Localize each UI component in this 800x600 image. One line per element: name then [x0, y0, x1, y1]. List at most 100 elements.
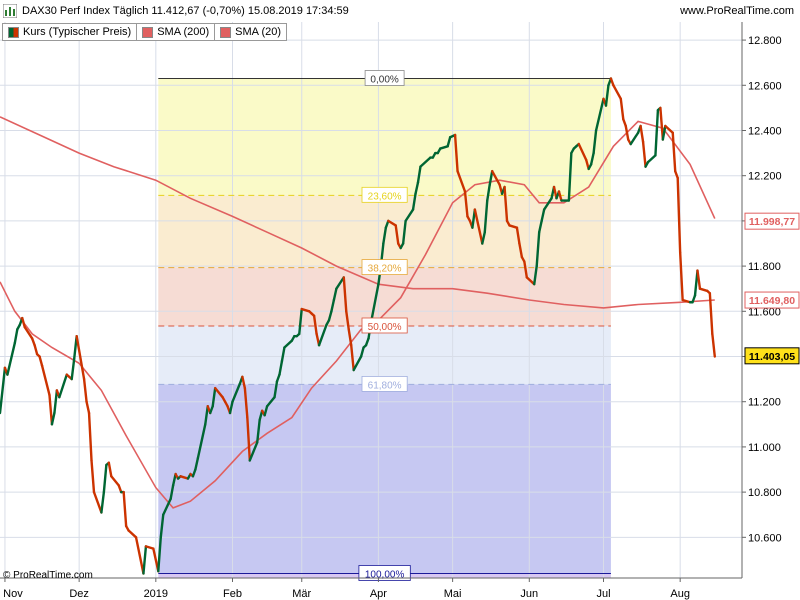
price-segment: [486, 183, 491, 202]
price-segment: [508, 224, 519, 229]
x-axis: Nov Dez 2019 Feb Mär Apr Mai Jun Jul Aug: [0, 577, 742, 600]
price-marker-text: 11.403,05: [749, 351, 795, 363]
price-segment: [317, 323, 328, 347]
price-segment: [13, 328, 19, 345]
price-segment: [619, 97, 625, 121]
price-segment: [21, 316, 26, 329]
price-segment: [394, 224, 400, 245]
price-segment: [515, 226, 521, 245]
price-segment: [204, 405, 209, 426]
price-segment: [542, 197, 553, 211]
fib-label: 61,80%: [361, 375, 408, 392]
legend-item-kurs[interactable]: Kurs (Typischer Preis): [3, 24, 138, 40]
price-segment: [401, 219, 407, 245]
price-segment: [364, 337, 370, 347]
price-markers: 11.998,77 11.649,80 11.403,05: [744, 212, 800, 365]
chart-title: DAX30 Perf Index Täglich 11.412,67 (-0,7…: [22, 5, 349, 17]
x-tick-label: Aug: [670, 588, 690, 600]
x-tick-label: Mär: [292, 588, 311, 600]
price-segment: [535, 230, 541, 268]
price-segment: [283, 339, 294, 349]
price-segment: [100, 490, 106, 514]
price-segment: [196, 423, 207, 460]
price-segment: [335, 276, 345, 290]
price-segment: [488, 169, 494, 186]
price-segment: [179, 475, 190, 480]
y-tick-label: 11.600: [748, 306, 781, 318]
price-segment: [48, 393, 54, 426]
price-segment: [107, 461, 113, 478]
price-segment: [209, 405, 214, 415]
price-segment: [387, 219, 397, 227]
price-segment: [696, 269, 702, 290]
price-segment: [681, 298, 692, 304]
price-segment: [698, 287, 709, 293]
fib-label-text: 100,00%: [365, 569, 405, 580]
price-segment: [85, 400, 91, 415]
series-layer: [0, 77, 716, 575]
price-segment: [525, 276, 536, 286]
price-segment: [92, 490, 103, 514]
price-segment: [213, 386, 224, 399]
sma20-swatch-icon: [220, 26, 232, 38]
price-segment: [169, 484, 175, 501]
price-segment: [592, 129, 598, 155]
fib-label: 38,20%: [361, 259, 408, 275]
legend-item-sma200[interactable]: SMA (200): [137, 24, 216, 40]
legend-label-sma20: SMA (20): [235, 26, 282, 38]
price-segment: [577, 142, 588, 162]
price-segment: [416, 165, 422, 184]
sma200-line: [0, 116, 715, 309]
price-segment: [708, 292, 714, 336]
price-segment: [171, 472, 177, 487]
legend-item-sma20[interactable]: SMA (20): [215, 24, 286, 40]
price-segment: [503, 185, 509, 223]
fib-label-box: [361, 259, 408, 275]
x-tick-label: Feb: [223, 588, 242, 600]
sma200-swatch-icon: [142, 26, 154, 38]
price-segment: [211, 386, 217, 408]
price-segment: [404, 208, 415, 223]
fib-band: [158, 384, 611, 574]
price-segment: [481, 230, 486, 245]
legend-label-sma200: SMA (200): [157, 26, 210, 38]
price-segment: [265, 395, 276, 408]
price-segment: [90, 459, 96, 494]
x-tick-label: Dez: [69, 588, 89, 600]
price-segment: [629, 131, 640, 146]
fib-label-text: 61,80%: [368, 380, 402, 391]
price-segment: [473, 208, 484, 245]
price-segment: [144, 545, 155, 550]
copyright: © ProRealTime.com: [3, 570, 93, 581]
fib-label-text: 0,00%: [370, 75, 398, 86]
price-segment: [6, 341, 17, 376]
x-tick-label: Jul: [596, 588, 610, 600]
price-segment: [0, 366, 7, 415]
y-tick-label: 11.000: [748, 442, 781, 454]
price-segment: [641, 140, 647, 168]
price-segment: [453, 133, 459, 173]
price-segment: [312, 314, 318, 336]
price-segment: [678, 251, 684, 302]
price-segment: [134, 536, 145, 575]
price-segment: [127, 529, 138, 539]
price-segment: [263, 405, 269, 417]
price-marker: 11.649,80: [744, 291, 800, 309]
price-marker-box: [744, 291, 800, 309]
sma20-line: [0, 120, 716, 509]
price-segment: [540, 208, 546, 223]
price-segment: [33, 344, 39, 356]
x-tick-label: Jun: [520, 588, 538, 600]
price-segment: [327, 310, 333, 322]
price-segment: [243, 386, 249, 419]
fibonacci-labels: 0,00% 23,60% 38,20% 50,00% 61,80% 100,00%: [358, 70, 411, 581]
price-segment: [330, 298, 336, 313]
price-segment: [87, 411, 93, 462]
chart-header: DAX30 Perf Index Täglich 11.412,67 (-0,7…: [0, 0, 800, 22]
price-segment: [676, 176, 682, 254]
price-segment: [612, 84, 623, 101]
price-segment: [142, 545, 148, 575]
y-tick-label: 10.800: [748, 487, 782, 499]
fib-label-box: [361, 375, 408, 392]
